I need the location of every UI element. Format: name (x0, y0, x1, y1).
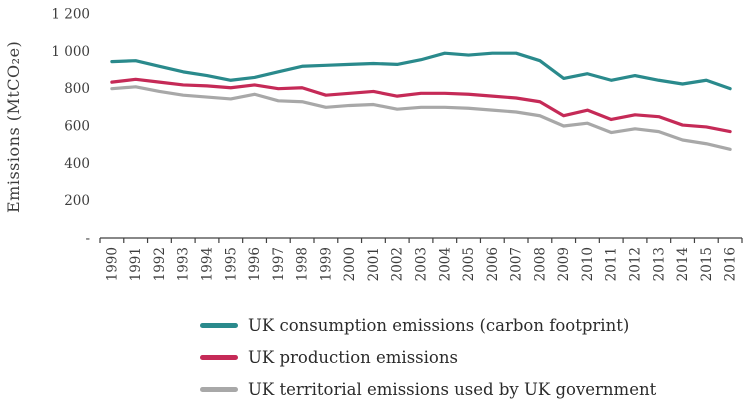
x-tick-label: 2001 (366, 247, 382, 281)
x-tick-label: 1998 (295, 247, 311, 281)
y-tick-label: 1 200 (51, 7, 90, 23)
series-line (110, 51, 732, 91)
y-tick-label: 800 (64, 81, 90, 97)
x-tick-label: 2006 (485, 247, 501, 281)
legend-item: UK territorial emissions used by UK gove… (200, 377, 656, 401)
x-tick-label: 2007 (509, 247, 525, 281)
x-tick-label: 1993 (176, 247, 192, 281)
y-tick-label: 600 (64, 119, 90, 135)
series-line (110, 77, 732, 134)
x-tick-label: 1995 (223, 247, 239, 281)
x-tick-label: 1991 (128, 247, 144, 281)
legend-label: UK territorial emissions used by UK gove… (248, 379, 657, 399)
legend-line-marker (200, 386, 238, 392)
x-tick-label: 2014 (675, 247, 691, 281)
legend-line-marker (200, 322, 238, 328)
x-tick-label: 2000 (342, 247, 358, 281)
x-tick-label: 2002 (390, 247, 406, 281)
x-tick-label: 1999 (318, 247, 334, 281)
x-tick-label: 2010 (580, 247, 596, 281)
x-tick-label: 1990 (104, 247, 120, 281)
y-tick-label: 1 000 (51, 44, 90, 60)
x-tick-label: 2008 (532, 247, 548, 281)
chart-legend: UK consumption emissions (carbon footpri… (200, 313, 656, 401)
chart-plot-area: - 200 400 600 800 1 000 1 200 1990 1991 1992 1993 1… (51, 7, 743, 281)
x-tick-label: 1992 (152, 247, 168, 281)
x-tick-label: 2003 (414, 247, 430, 281)
series-line (110, 85, 732, 151)
legend-item: UK consumption emissions (carbon footpri… (200, 313, 656, 337)
x-tick-label: 2005 (461, 247, 477, 281)
x-tick-label: 2011 (604, 247, 620, 281)
x-tick-label: 2012 (628, 247, 644, 281)
x-tick-label: 1997 (271, 247, 287, 281)
y-tick-label: 200 (64, 193, 90, 209)
legend-item: UK production emissions (200, 345, 656, 369)
x-tick-label: 2016 (723, 247, 739, 281)
legend-label: UK consumption emissions (carbon footpri… (248, 315, 630, 335)
x-tick-label: 2015 (699, 247, 715, 281)
legend-label: UK production emissions (248, 347, 458, 367)
x-tick-label: 1996 (247, 247, 263, 281)
legend-line-marker (200, 354, 238, 360)
x-tick-label: 2013 (651, 247, 667, 281)
x-tick-label: 2009 (556, 247, 572, 281)
x-tick-label: 1994 (200, 247, 216, 281)
x-tick-label: 2004 (437, 247, 453, 281)
y-tick-label: 400 (64, 156, 90, 172)
y-tick-label: - (85, 231, 90, 247)
